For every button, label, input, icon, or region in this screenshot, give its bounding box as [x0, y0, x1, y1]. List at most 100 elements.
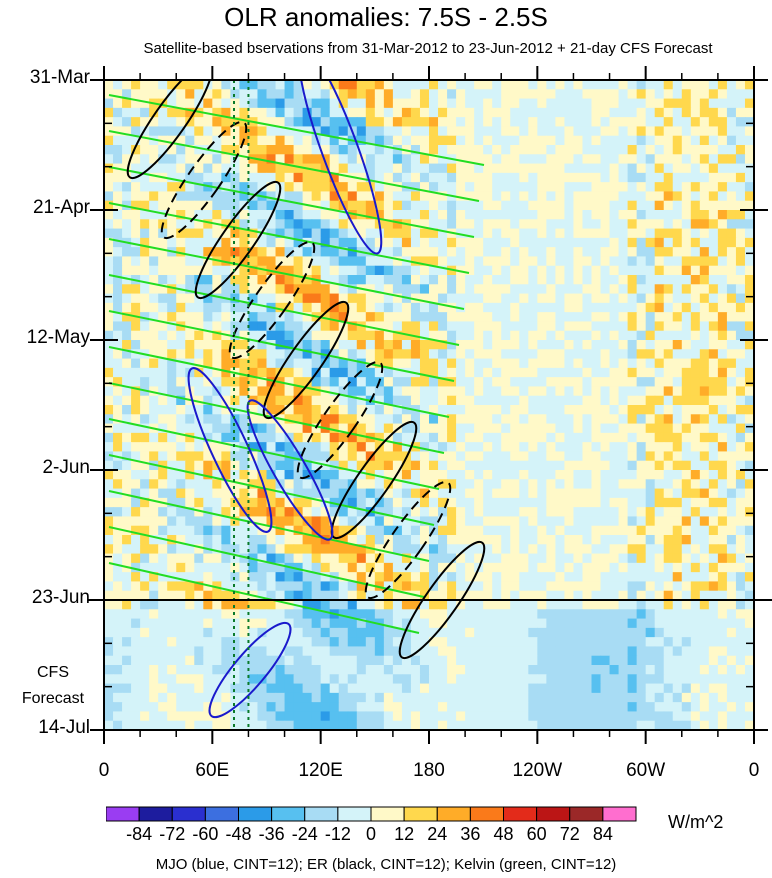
olr-cell: [636, 516, 647, 527]
olr-cell: [131, 442, 141, 453]
olr-cell: [699, 358, 710, 369]
olr-cell: [410, 154, 421, 165]
olr-cell: [194, 210, 204, 220]
olr-cell: [618, 544, 629, 555]
olr-cell: [681, 627, 692, 638]
olr-cell: [438, 386, 448, 397]
olr-cell: [654, 702, 665, 713]
olr-cell: [483, 312, 493, 323]
olr-cell: [320, 405, 331, 415]
olr-cell: [167, 117, 177, 128]
olr-cell: [645, 627, 656, 638]
olr-cell: [113, 535, 123, 545]
olr-cell: [474, 442, 484, 453]
olr-cell: [275, 711, 286, 722]
olr-cell: [438, 646, 448, 657]
olr-cell: [609, 627, 620, 638]
olr-cell: [410, 497, 421, 508]
olr-cell: [302, 349, 313, 360]
olr-cell: [492, 711, 502, 722]
olr-cell: [185, 507, 195, 518]
olr-cell: [537, 302, 547, 313]
olr-cell: [663, 460, 674, 471]
olr-cell: [311, 432, 322, 443]
olr-cell: [266, 349, 277, 360]
olr-cell: [275, 349, 286, 360]
olr-cell: [726, 516, 737, 527]
olr-cell: [131, 135, 141, 146]
olr-cell: [573, 163, 584, 174]
olr-cell: [176, 154, 186, 165]
olr-cell: [203, 228, 213, 239]
olr-cell: [582, 442, 593, 453]
olr-cell: [645, 488, 656, 499]
olr-cell: [347, 665, 358, 675]
olr-cell: [113, 312, 123, 323]
olr-cell: [392, 386, 403, 397]
olr-cell: [293, 154, 304, 165]
olr-cell: [329, 720, 340, 730]
olr-cell: [645, 293, 656, 304]
olr-cell: [167, 172, 177, 183]
olr-cell: [672, 302, 683, 313]
olr-cell: [194, 451, 204, 462]
olr-cell: [419, 340, 430, 350]
olr-cell: [555, 572, 566, 583]
olr-cell: [492, 507, 502, 518]
olr-cell: [699, 80, 710, 90]
olr-cell: [248, 182, 259, 193]
olr-cell: [636, 340, 647, 350]
olr-cell: [122, 98, 132, 109]
olr-cell: [419, 358, 430, 369]
olr-cell: [410, 126, 421, 137]
olr-cell: [239, 228, 250, 239]
olr-cell: [302, 488, 313, 499]
olr-cell: [555, 386, 566, 397]
olr-cell: [329, 200, 340, 211]
olr-cell: [744, 451, 754, 462]
olr-cell: [600, 674, 611, 685]
olr-cell: [744, 80, 754, 90]
olr-cell: [429, 80, 439, 90]
olr-cell: [717, 609, 728, 620]
olr-cell: [717, 228, 728, 239]
olr-cell: [546, 432, 556, 443]
olr-cell: [618, 535, 629, 545]
olr-cell: [681, 479, 692, 490]
olr-cell: [744, 154, 754, 165]
olr-cell: [492, 293, 502, 304]
olr-cell: [699, 405, 710, 415]
olr-cell: [744, 674, 754, 685]
olr-cell: [302, 572, 313, 583]
olr-cell: [573, 646, 584, 657]
olr-cell: [510, 665, 520, 675]
olr-cell: [284, 145, 295, 155]
olr-cell: [663, 432, 674, 443]
olr-cell: [311, 163, 322, 174]
olr-cell: [185, 655, 195, 666]
olr-cell: [744, 470, 754, 480]
olr-cell: [203, 665, 213, 675]
olr-cell: [492, 237, 502, 248]
olr-cell: [176, 395, 186, 406]
olr-cell: [257, 395, 268, 406]
olr-cell: [546, 479, 556, 490]
olr-cell: [275, 330, 286, 341]
olr-cell: [681, 637, 692, 648]
olr-cell: [717, 572, 728, 583]
olr-cell: [203, 497, 213, 508]
olr-cell: [600, 107, 611, 118]
olr-cell: [636, 395, 647, 406]
olr-cell: [636, 600, 647, 610]
olr-cell: [329, 330, 340, 341]
olr-cell: [501, 237, 511, 248]
olr-cell: [239, 572, 250, 583]
olr-cell: [176, 117, 186, 128]
olr-cell: [329, 544, 340, 555]
olr-cell: [311, 572, 322, 583]
olr-cell: [726, 210, 737, 220]
olr-cell: [717, 172, 728, 183]
olr-cell: [194, 182, 204, 193]
olr-cell: [347, 553, 358, 564]
olr-cell: [609, 89, 620, 100]
